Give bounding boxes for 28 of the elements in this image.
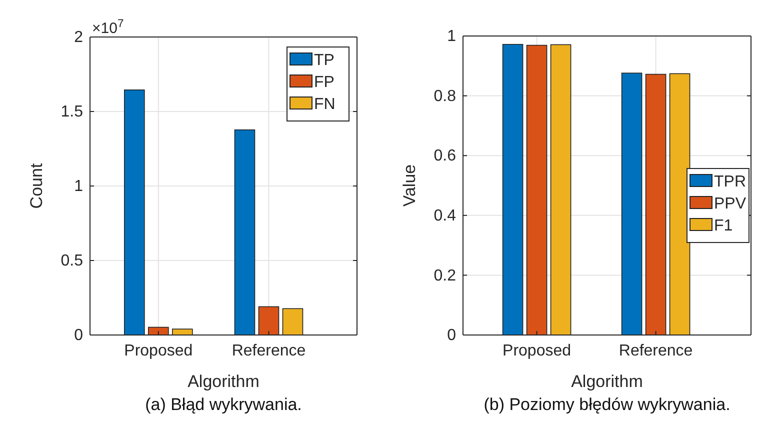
legend-label: FN xyxy=(314,96,336,113)
x-tick-label: Proposed xyxy=(502,342,572,360)
y-axis-title: Value xyxy=(400,164,419,207)
text: (a) Błąd wykrywania. xyxy=(145,395,302,414)
y-tick-label: 0.4 xyxy=(434,208,456,225)
text: (b) Poziomy błędów wykrywania. xyxy=(484,395,730,414)
legend-label: TPR xyxy=(714,174,746,190)
legend-label: F1 xyxy=(714,218,733,234)
x-axis-title: Algorithm xyxy=(571,372,643,391)
y-tick-label: 2 xyxy=(74,29,84,46)
y-tick-label: 0 xyxy=(74,327,84,344)
y-axis-title: Count xyxy=(27,163,46,209)
y-tick-label: 0.8 xyxy=(434,88,456,105)
x-tick-label: Reference xyxy=(232,342,306,360)
y-tick-label: 1 xyxy=(74,178,84,196)
x-axis-title: Algorithm xyxy=(188,372,260,391)
y-tick-label: 1 xyxy=(447,28,456,46)
y-tick-label: 1.5 xyxy=(60,104,84,121)
y-tick-label: 0.5 xyxy=(60,252,84,270)
legend-label: TP xyxy=(314,52,334,69)
legend-label: FP xyxy=(314,74,334,91)
y-tick-label: 0.6 xyxy=(434,148,456,165)
x-tick-label: Reference xyxy=(618,342,693,360)
x-tick-label: Proposed xyxy=(124,342,193,360)
legend-label: PPV xyxy=(714,196,746,212)
y-tick-label: 0 xyxy=(447,327,456,344)
y-tick-label: 0.2 xyxy=(434,267,456,284)
annotation: ×10$^{7}$ xyxy=(92,18,124,37)
